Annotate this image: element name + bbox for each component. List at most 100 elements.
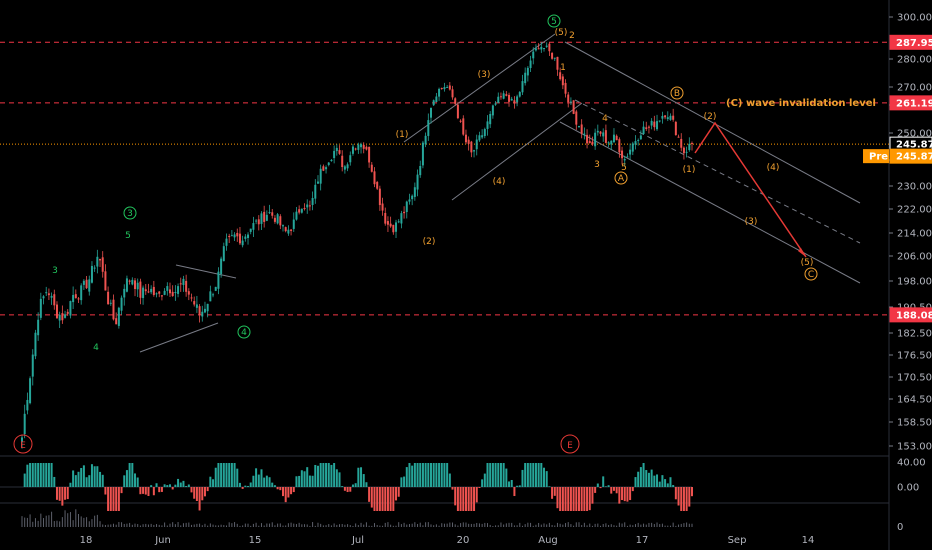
wave-label: 5 <box>125 231 131 241</box>
volume-bar <box>263 477 266 487</box>
lower-bar <box>234 522 236 527</box>
candle-body <box>217 271 220 289</box>
candle-body <box>101 257 104 272</box>
volume-bar <box>39 463 42 487</box>
lower-bar <box>112 523 114 527</box>
volume-bar <box>532 463 535 487</box>
volume-bar <box>238 482 241 487</box>
candle-body <box>195 304 198 308</box>
candle-body <box>370 164 373 172</box>
lower-bar <box>408 524 410 527</box>
lower-bar <box>150 523 152 527</box>
lower-bar <box>460 523 462 527</box>
volume-bar <box>298 475 301 487</box>
wave-label: (5) <box>555 28 568 38</box>
volume-bar <box>61 487 64 506</box>
volume-bar <box>494 463 497 487</box>
price-tick-label: 170.50 <box>897 373 932 384</box>
candle-body <box>325 167 328 170</box>
lower-bar <box>199 523 201 527</box>
candle-body <box>142 287 145 299</box>
lower-bar <box>161 525 163 527</box>
wave-label: 3 <box>52 266 58 276</box>
lower-bar <box>565 523 567 527</box>
volume-bar <box>351 484 354 487</box>
candle-body <box>115 318 118 325</box>
time-tick-label: 18 <box>80 535 93 546</box>
volume-bar <box>403 476 406 487</box>
volume-bar <box>195 487 198 502</box>
lower-bar <box>594 523 596 527</box>
candle-body <box>327 162 330 165</box>
lower-bar <box>231 523 233 527</box>
lower-bar <box>624 522 626 527</box>
volume-bar <box>29 463 32 487</box>
candle-body <box>45 292 48 294</box>
volume-bar <box>491 463 494 487</box>
lower-bar <box>651 522 653 527</box>
candle-body <box>518 92 521 97</box>
lower-bar <box>667 525 669 527</box>
volume-bar <box>306 467 309 487</box>
time-tick-label: 15 <box>249 535 262 546</box>
lower-bar <box>535 524 537 527</box>
candle-body <box>475 139 478 150</box>
wave-label: 4 <box>602 114 608 124</box>
lower-bar <box>69 512 71 527</box>
lower-bar <box>562 524 564 527</box>
lower-bar <box>476 522 478 527</box>
lower-bar <box>212 524 214 527</box>
candle-body <box>185 280 188 292</box>
volume-bar <box>230 463 233 487</box>
candle-body <box>144 289 147 292</box>
lower-bar <box>489 524 491 527</box>
volume-bar <box>456 487 459 511</box>
candle-body <box>255 220 258 222</box>
lower-bar <box>99 521 101 527</box>
lower-bar <box>88 521 90 527</box>
candle-body <box>66 311 69 314</box>
candle-body <box>580 124 583 134</box>
candle-body <box>478 135 481 141</box>
lower-bar <box>271 522 273 527</box>
lower-bar <box>322 525 324 527</box>
volume-bar <box>470 487 473 511</box>
volume-bar <box>220 463 223 487</box>
volume-bar <box>639 467 642 487</box>
lower-bar <box>691 523 693 527</box>
lower-bar <box>505 523 507 527</box>
lower-bar <box>586 525 588 527</box>
lower-bar <box>352 525 354 527</box>
lower-bar <box>403 522 405 527</box>
lower-bar <box>371 525 373 527</box>
volume-bar <box>187 484 190 487</box>
lower-bar <box>368 525 370 527</box>
volume-bar <box>77 471 80 487</box>
volume-bar <box>338 472 341 487</box>
wave-label: (4) <box>493 177 506 187</box>
price-tag-label: 287.95 <box>896 38 932 49</box>
candle-body <box>123 288 126 298</box>
volume-bar <box>109 487 112 511</box>
volume-bar <box>303 471 306 487</box>
volume-bar <box>139 487 142 495</box>
lower-bar <box>217 525 219 527</box>
candle-body <box>209 291 212 302</box>
lower-bar <box>142 524 144 527</box>
lower-bar <box>376 524 378 527</box>
lower-bar <box>153 524 155 527</box>
volume-bar <box>292 487 295 493</box>
price-tag-bg <box>889 148 932 164</box>
time-tick-label: 17 <box>636 535 649 546</box>
price-candles <box>21 41 693 449</box>
volume-bar <box>596 483 599 487</box>
lower-bar <box>317 522 319 527</box>
lower-bar <box>320 523 322 527</box>
volume-bar <box>545 471 548 487</box>
lower-bar <box>540 524 542 527</box>
candle-body <box>435 96 438 102</box>
lower-bar <box>683 523 685 527</box>
candle-body <box>69 301 72 316</box>
lower-bar <box>295 524 297 527</box>
